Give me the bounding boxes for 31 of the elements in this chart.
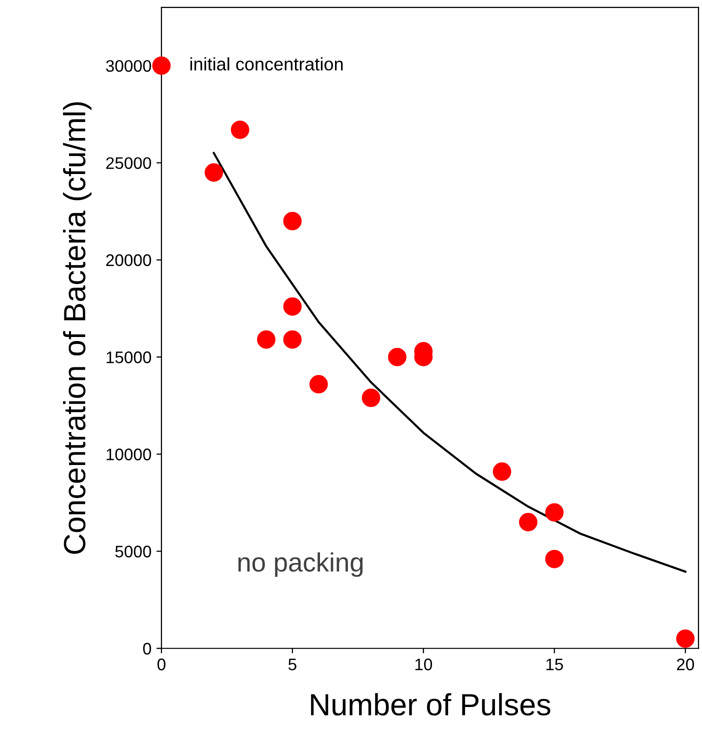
point	[388, 348, 406, 366]
point	[676, 629, 695, 648]
point	[204, 163, 224, 182]
x-tick-label: 15	[546, 658, 563, 670]
point	[309, 375, 328, 394]
point	[283, 212, 302, 230]
x-tick-label: 5	[288, 658, 296, 670]
point	[362, 388, 380, 408]
x-tick-label: 0	[157, 658, 166, 670]
annotation: no packing	[238, 552, 363, 577]
x-tick-label: 10	[415, 658, 432, 670]
y-tick-label: 25000	[106, 157, 152, 169]
x-tick-label: 20	[676, 658, 694, 670]
y-tick-label: 30000	[106, 60, 152, 72]
point	[152, 56, 171, 75]
point	[257, 330, 276, 349]
y-tick-label: 15000	[106, 351, 152, 364]
point	[519, 512, 538, 532]
y-axis-title: Concentration of Bacteria (cfu/ml)	[63, 102, 92, 554]
y-tick-label: 5000	[115, 546, 152, 558]
point	[492, 462, 512, 481]
point	[545, 503, 564, 522]
y-tick-label: 20000	[106, 254, 152, 266]
annotation: initial concentration	[190, 57, 343, 71]
point	[283, 297, 302, 316]
point	[230, 120, 250, 139]
point	[545, 550, 564, 568]
point	[283, 330, 302, 349]
y-tick-label: 10000	[106, 448, 152, 460]
y-tick-label: 0	[143, 642, 152, 655]
x-axis-title: Number of Pulses	[311, 693, 550, 716]
